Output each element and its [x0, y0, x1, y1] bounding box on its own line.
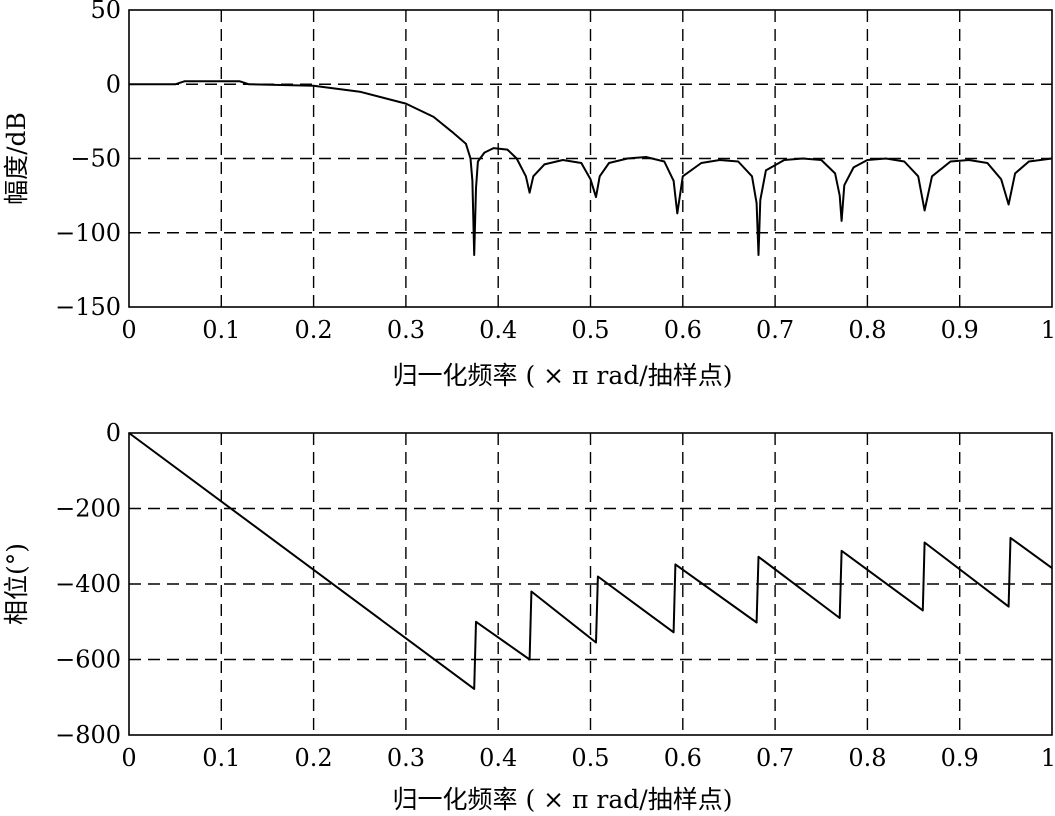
- phase-y-axis-label: 相位(°): [2, 543, 31, 625]
- phase-curve: [128, 432, 1053, 690]
- phase-x-tick-label: 0.7: [756, 744, 794, 772]
- phase-y-tick-label: −600: [55, 646, 121, 674]
- magnitude-x-tick-label: 0.9: [941, 316, 979, 344]
- magnitude-x-tick-label: 0.8: [848, 316, 886, 344]
- magnitude-y-tick-label: 0: [106, 70, 121, 98]
- magnitude-y-ticks: 50 0 −50 −100 −150: [55, 0, 121, 321]
- magnitude-axes-frame: [128, 9, 1053, 308]
- magnitude-x-tick-label: 0.7: [756, 316, 794, 344]
- magnitude-y-tick-label: −50: [70, 145, 121, 173]
- phase-x-tick-label: 0.9: [941, 744, 979, 772]
- phase-x-tick-label: 0.5: [571, 744, 609, 772]
- magnitude-curve: [129, 80, 1053, 256]
- magnitude-x-tick-label: 0.4: [479, 316, 517, 344]
- magnitude-x-axis-label: 归一化频率 ( × π rad/抽样点): [393, 361, 733, 390]
- phase-plot: 0 0.1 0.2 0.3 0.4 0.5 0.6 0.7 0.8 0.9 1 0 −200 −400 −…: [2, 419, 1055, 814]
- phase-x-tick-label: 0.2: [295, 744, 333, 772]
- phase-x-tick-label: 0.4: [479, 744, 517, 772]
- phase-x-tick-label: 0.3: [387, 744, 425, 772]
- phase-x-tick-label: 0: [121, 744, 136, 772]
- magnitude-x-tick-label: 1: [1041, 316, 1055, 344]
- magnitude-x-tick-label: 0.5: [571, 316, 609, 344]
- magnitude-x-ticks: 0 0.1 0.2 0.3 0.4 0.5 0.6 0.7 0.8 0.9 1: [121, 316, 1055, 344]
- magnitude-y-tick-label: 50: [90, 0, 121, 24]
- magnitude-y-axis-label: 幅度/dB: [2, 112, 31, 205]
- magnitude-y-tick-label: −150: [55, 293, 121, 321]
- phase-y-tick-label: 0: [106, 419, 121, 447]
- phase-grid: [129, 433, 1052, 735]
- phase-y-tick-label: −800: [55, 721, 121, 749]
- magnitude-plot: 0 0.1 0.2 0.3 0.4 0.5 0.6 0.7 0.8 0.9 1 50 0 −50 −100…: [2, 0, 1055, 390]
- phase-x-tick-label: 1: [1041, 744, 1055, 772]
- magnitude-x-tick-label: 0.6: [664, 316, 702, 344]
- magnitude-y-tick-label: −100: [55, 219, 121, 247]
- phase-y-tick-label: −200: [55, 495, 121, 523]
- magnitude-x-tick-label: 0.3: [387, 316, 425, 344]
- magnitude-x-tick-label: 0.1: [202, 316, 240, 344]
- phase-x-tick-label: 0.8: [848, 744, 886, 772]
- magnitude-x-tick-label: 0.2: [295, 316, 333, 344]
- phase-x-tick-label: 0.1: [202, 744, 240, 772]
- phase-x-tick-label: 0.6: [664, 744, 702, 772]
- phase-y-ticks: 0 −200 −400 −600 −800: [55, 419, 121, 749]
- magnitude-grid: [129, 10, 1052, 307]
- magnitude-x-tick-label: 0: [121, 316, 136, 344]
- phase-x-axis-label: 归一化频率 ( × π rad/抽样点): [393, 785, 733, 814]
- phase-x-ticks: 0 0.1 0.2 0.3 0.4 0.5 0.6 0.7 0.8 0.9 1: [121, 744, 1055, 772]
- phase-y-tick-label: −400: [55, 570, 121, 598]
- phase-axes-frame: [128, 432, 1053, 736]
